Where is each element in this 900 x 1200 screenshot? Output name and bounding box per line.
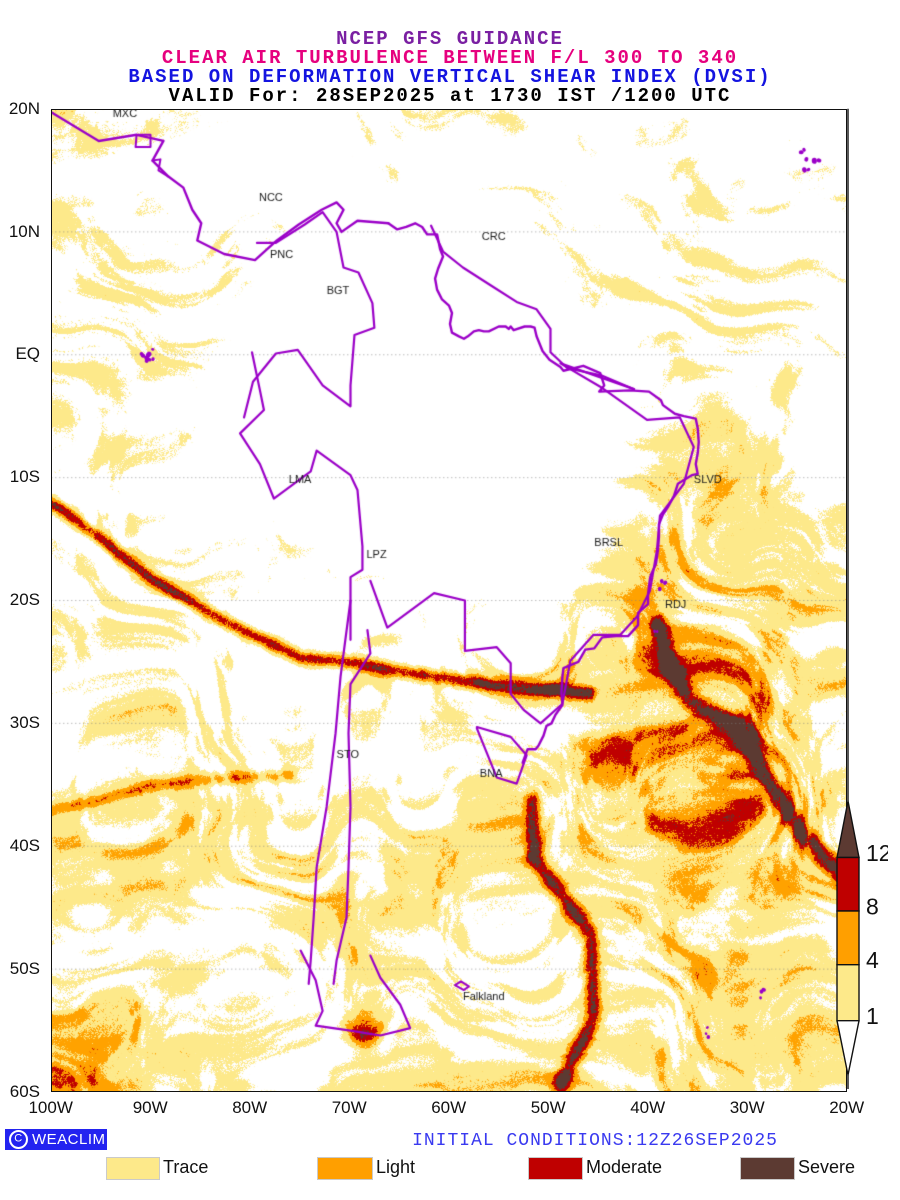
svg-text:12: 12 — [866, 840, 888, 866]
svg-text:8: 8 — [866, 894, 879, 920]
svg-text:1: 1 — [866, 1003, 879, 1029]
svg-text:4: 4 — [866, 947, 879, 973]
